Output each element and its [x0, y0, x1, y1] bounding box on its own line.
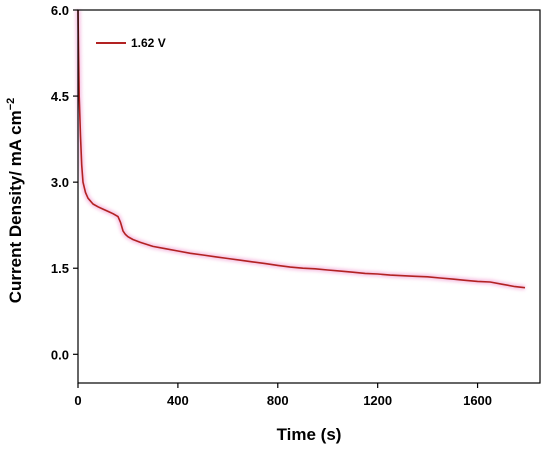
y-axis-title-superscript: −2 — [5, 98, 17, 111]
legend: 1.62 V — [96, 36, 166, 50]
x-axis-title: Time (s) — [277, 425, 342, 444]
x-tick-label: 400 — [167, 393, 189, 408]
y-tick-label: 4.5 — [51, 89, 69, 104]
ticks-layer: 0 400 800 1200 1600 0.0 1.5 3.0 4.5 6.0 — [51, 3, 492, 408]
series-glow — [75, 9, 526, 291]
y-axis-title-main: Current Density/ mA cm — [6, 110, 25, 303]
x-tick-label: 1600 — [463, 393, 492, 408]
series-line — [77, 9, 526, 289]
x-tick-label: 800 — [267, 393, 289, 408]
series-layer — [75, 9, 526, 291]
x-tick-label: 0 — [74, 393, 81, 408]
legend-label: 1.62 V — [131, 36, 166, 50]
y-tick-label: 3.0 — [51, 175, 69, 190]
y-tick-label: 0.0 — [51, 347, 69, 362]
x-tick-label: 1200 — [363, 393, 392, 408]
y-tick-label: 1.5 — [51, 261, 69, 276]
y-axis-title: Current Density/ mA cm−2 — [5, 98, 25, 304]
y-tick-label: 6.0 — [51, 3, 69, 18]
plot-frame — [77, 9, 541, 384]
